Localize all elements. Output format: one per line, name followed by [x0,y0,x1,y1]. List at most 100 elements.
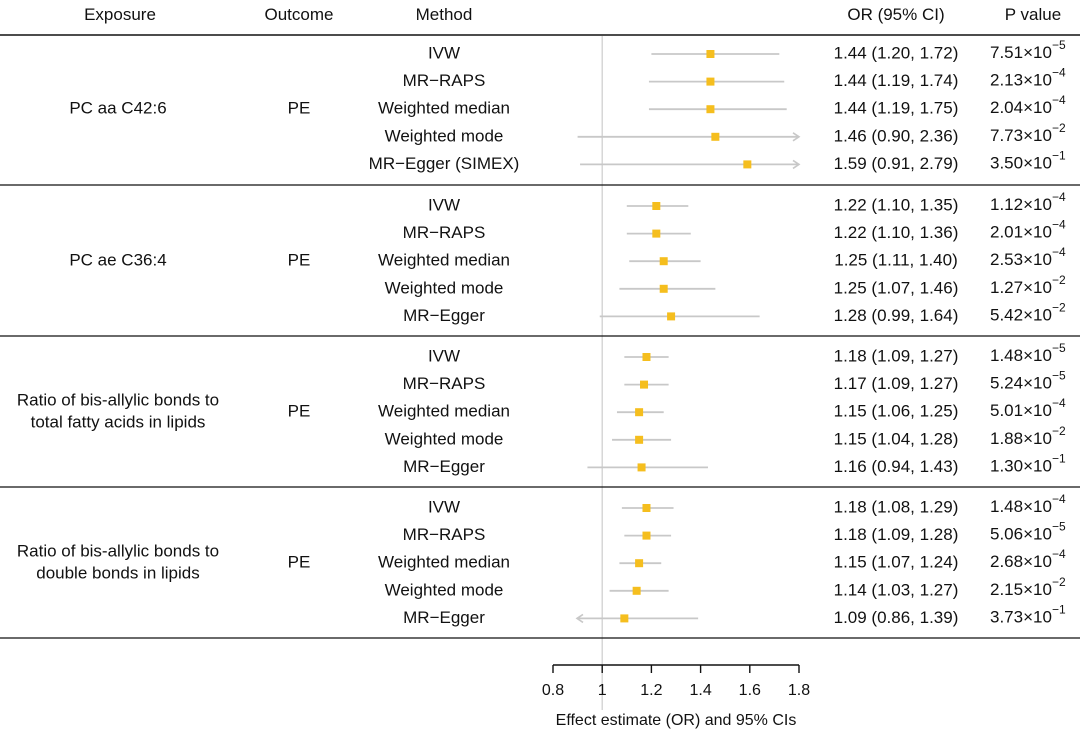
p-value: 1.88×10−2 [990,424,1066,448]
or-ci-value: 1.15 (1.06, 1.25) [834,402,959,421]
method-label: MR−Egger [403,457,485,476]
or-ci-value: 1.25 (1.11, 1.40) [834,251,958,270]
header-outcome: Outcome [265,5,334,24]
x-axis: 0.8 1 1.2 1.4 1.6 1.8 [542,664,810,699]
x-tick-label: 1 [598,682,607,699]
or-ci-value: 1.15 (1.04, 1.28) [834,429,959,448]
method-label: Weighted mode [385,429,504,448]
p-value: 3.73×10−1 [990,603,1066,627]
p-value: 7.73×10−2 [990,121,1066,145]
table-row: MR−RAPS 1.18 (1.09, 1.28) 5.06×10−5 [403,520,1066,544]
or-ci-value: 1.22 (1.10, 1.35) [834,195,959,214]
point-estimate [706,105,715,114]
table-row: IVW 1.44 (1.20, 1.72) 7.51×10−5 [428,38,1066,62]
table-row: Weighted mode 1.15 (1.04, 1.28) 1.88×10−2 [385,424,1066,448]
table-row: Weighted mode 1.46 (0.90, 2.36) 7.73×10−2 [385,121,1066,145]
or-ci-value: 1.18 (1.08, 1.29) [834,497,959,516]
table-row: IVW 1.18 (1.09, 1.27) 1.48×10−5 [428,341,1066,365]
method-label: Weighted mode [385,580,504,599]
method-label: IVW [428,195,460,214]
point-estimate [640,380,649,389]
p-value: 2.01×10−4 [990,218,1066,242]
outcome-label: PE [288,251,311,270]
p-value: 1.30×10−1 [990,452,1066,476]
group-2: PC ae C36:4 PE IVW 1.22 (1.10, 1.35) 1.12×10… [69,190,1066,325]
or-ci-value: 1.25 (1.07, 1.46) [834,278,959,297]
or-ci-value: 1.44 (1.19, 1.75) [834,99,959,118]
point-estimate [743,160,752,169]
method-label: Weighted mode [385,278,504,297]
table-row: Weighted median 1.44 (1.19, 1.75) 2.04×10−… [378,93,1066,117]
table-row: MR−Egger 1.28 (0.99, 1.64) 5.42×10−2 [403,301,1066,325]
p-value: 5.24×10−5 [990,369,1066,393]
point-estimate [635,408,644,417]
point-estimate [620,614,629,623]
ci-arrow-right [792,159,801,170]
table-row: MR−Egger 1.16 (0.94, 1.43) 1.30×10−1 [403,452,1066,476]
p-value: 5.06×10−5 [990,520,1066,544]
p-value: 2.68×10−4 [990,547,1066,571]
point-estimate [642,353,651,361]
method-label: MR−Egger [403,306,485,325]
p-value: 1.48×10−5 [990,341,1066,365]
method-label: MR−Egger (SIMEX) [369,154,520,173]
table-row: Weighted median 1.15 (1.07, 1.24) 2.68×10−… [378,547,1066,571]
table-row: IVW 1.22 (1.10, 1.35) 1.12×10−4 [428,190,1066,214]
outcome-label: PE [288,99,311,118]
table-row: MR−RAPS 1.44 (1.19, 1.74) 2.13×10−4 [403,66,1066,90]
or-ci-value: 1.16 (0.94, 1.43) [834,457,959,476]
or-ci-value: 1.09 (0.86, 1.39) [834,608,959,627]
x-tick-label: 1.2 [640,682,662,699]
p-value: 7.51×10−5 [990,38,1066,62]
point-estimate [652,202,661,210]
x-tick-label: 1.4 [689,682,711,699]
exposure-label: total fatty acids in lipids [31,413,206,432]
ci-arrow-left [575,613,584,624]
exposure-label: PC aa C42:6 [69,99,166,118]
method-label: MR−RAPS [403,223,486,242]
p-value: 3.50×10−1 [990,149,1066,173]
table-row: MR−RAPS 1.17 (1.09, 1.27) 5.24×10−5 [403,369,1066,393]
method-label: MR−RAPS [403,71,486,90]
table-row: IVW 1.18 (1.08, 1.29) 1.48×10−4 [428,492,1066,516]
x-tick-label: 0.8 [542,682,564,699]
or-ci-value: 1.46 (0.90, 2.36) [834,126,959,145]
p-value: 2.04×10−4 [990,93,1066,117]
method-label: Weighted median [378,553,510,572]
method-label: IVW [428,497,460,516]
or-ci-value: 1.17 (1.09, 1.27) [834,374,959,393]
table-row: Weighted median 1.25 (1.11, 1.40) 2.53×10−… [378,245,1066,269]
point-estimate [711,132,720,141]
header-method: Method [416,5,473,24]
point-estimate [706,77,715,86]
method-label: Weighted median [378,251,510,270]
point-estimate [642,504,651,512]
method-label: MR−RAPS [403,525,486,544]
method-label: IVW [428,43,460,62]
p-value: 5.42×10−2 [990,301,1066,325]
table-row: MR−Egger 1.09 (0.86, 1.39) 3.73×10−1 [403,603,1066,627]
method-label: MR−Egger [403,608,485,627]
exposure-label: Ratio of bis-allylic bonds to [17,391,219,410]
point-estimate [667,312,676,321]
p-value: 1.12×10−4 [990,190,1066,214]
point-estimate [659,257,668,266]
method-label: Weighted median [378,402,510,421]
x-axis-title: Effect estimate (OR) and 95% CIs [556,712,797,729]
header-p-value: P value [1005,5,1061,24]
exposure-label: double bonds in lipids [36,564,200,583]
or-ci-value: 1.18 (1.09, 1.27) [834,346,959,365]
group-3: Ratio of bis-allylic bonds to total fatty… [17,341,1066,476]
outcome-label: PE [288,402,311,421]
point-estimate [637,463,646,472]
table-row: Weighted mode 1.14 (1.03, 1.27) 2.15×10−2 [385,575,1066,599]
outcome-label: PE [288,553,311,572]
point-estimate [652,229,661,238]
or-ci-value: 1.44 (1.20, 1.72) [834,43,959,62]
table-row: Weighted median 1.15 (1.06, 1.25) 5.01×10−… [378,396,1066,420]
p-value: 1.27×10−2 [990,273,1066,297]
or-ci-value: 1.59 (0.91, 2.79) [834,154,959,173]
x-tick-label: 1.8 [788,682,810,699]
group-4: Ratio of bis-allylic bonds to double bond… [17,492,1066,627]
table-header: Exposure Outcome Method OR (95% CI) P va… [84,5,1061,24]
